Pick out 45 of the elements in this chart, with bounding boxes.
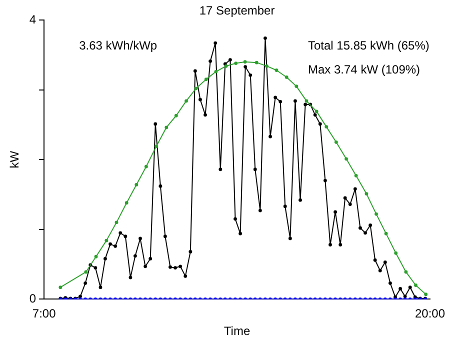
point [344,157,348,161]
point [204,78,208,82]
point [384,232,388,236]
point [144,164,148,168]
point [154,144,158,148]
point [114,220,118,224]
point [334,140,338,144]
point [174,114,178,118]
annotation: Total 15.85 kWh (65%) [308,38,430,52]
point [243,60,247,64]
point [234,62,238,65]
point [214,70,218,74]
point [58,286,62,290]
y-axis-title: kW [8,150,22,168]
point [134,183,138,186]
point [94,254,98,258]
point [164,126,168,130]
x-axis-title: Time [224,324,250,338]
point [304,99,308,103]
point [314,110,318,114]
y-tick-label: 4 [29,12,36,26]
point [374,212,378,216]
annotation: 3.63 kWh/kWp [79,38,158,52]
point [294,84,298,88]
point [354,174,358,178]
point [324,125,328,128]
point [394,251,398,255]
point [424,292,428,296]
point [364,192,368,196]
point [104,238,108,242]
point [284,76,288,79]
y-tick-label: 0 [29,292,36,306]
x-tick-label: 7:00 [32,306,56,321]
point [414,284,418,287]
point [84,270,88,274]
point [274,68,278,72]
annotation: Max 3.74 kW (109%) [308,62,420,76]
point [254,60,258,64]
point [124,201,128,205]
point [184,99,188,103]
x-tick-label: 20:00 [414,306,446,321]
point [265,64,268,68]
chart-title: 17 September [199,3,275,18]
point [194,86,198,90]
point [404,270,408,274]
